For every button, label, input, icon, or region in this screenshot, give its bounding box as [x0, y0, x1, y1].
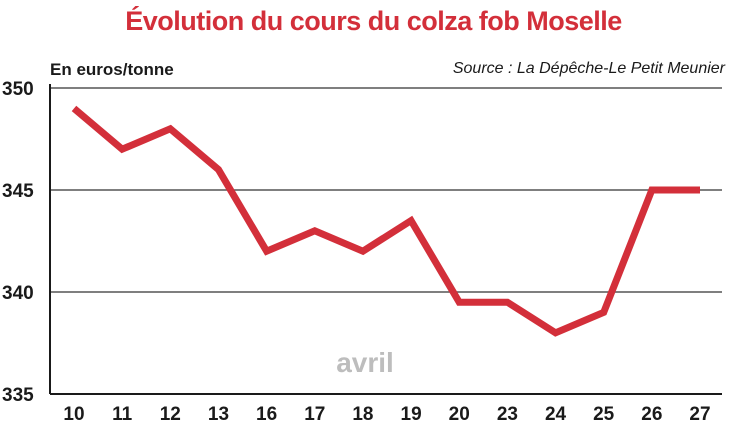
source-label: Source : La Dépêche-Le Petit Meunier [452, 60, 725, 77]
x-tick-label: 23 [497, 404, 518, 425]
x-tick-label: 17 [304, 404, 325, 425]
x-tick-label: 12 [160, 404, 181, 425]
x-tick-label: 26 [641, 404, 662, 425]
y-tick-label: 350 [2, 79, 34, 100]
series-line [71, 105, 700, 337]
grid-lines [49, 84, 722, 395]
unit-label: En euros/tonne [50, 60, 174, 79]
x-tick-label: 18 [352, 404, 373, 425]
x-tick-label: 16 [256, 404, 277, 425]
x-tick-label: 24 [545, 404, 567, 425]
series-layer [71, 105, 701, 337]
x-tick-label: 10 [63, 404, 84, 425]
x-tick-label: 20 [449, 404, 470, 425]
x-tick-label: 19 [401, 404, 422, 425]
y-tick-label: 335 [2, 385, 34, 406]
y-tick-label: 340 [2, 283, 34, 304]
x-axis-ticks: 10 11 12 13 16 17 18 19 20 23 24 25 26 27 [63, 404, 710, 425]
y-tick-label: 345 [2, 181, 34, 202]
x-tick-label: 13 [208, 404, 229, 425]
x-tick-label: 27 [689, 404, 710, 425]
y-axis-ticks: 335 340 345 350 [2, 79, 34, 406]
x-tick-label: 25 [593, 404, 615, 425]
x-tick-label: 11 [112, 404, 133, 425]
chart-title: Évolution du cours du colza fob Moselle [125, 6, 622, 36]
month-annotation: avril [336, 347, 394, 378]
